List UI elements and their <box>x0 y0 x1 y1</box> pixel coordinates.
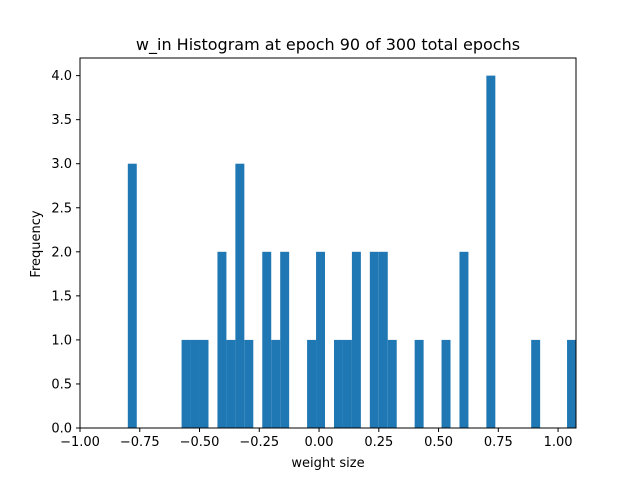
x-axis-ticks: −1.00 −0.75 −0.50 −0.25 0.00 0.25 0.50 0.75 1.00 <box>60 428 573 450</box>
histogram-bar <box>127 163 137 428</box>
x-tick-label: −1.00 <box>60 435 100 450</box>
histogram-bar <box>226 339 236 428</box>
x-axis-label: weight size <box>291 456 364 471</box>
histogram-bar <box>235 163 245 428</box>
histogram-bar <box>387 339 397 428</box>
histogram-bar <box>271 339 281 428</box>
histogram-bar <box>199 339 209 428</box>
histogram-bar <box>190 339 200 428</box>
y-tick-label: 0.5 <box>51 377 72 392</box>
histogram-bar <box>441 339 451 428</box>
histogram-bar <box>351 251 361 428</box>
y-tick-label: 2.0 <box>51 245 72 260</box>
y-tick-label: 1.0 <box>51 333 72 348</box>
y-tick-label: 1.5 <box>51 289 72 304</box>
histogram-bar <box>181 339 191 428</box>
histogram-bar <box>459 251 469 428</box>
x-tick-label: −0.75 <box>120 435 160 450</box>
histogram-bar <box>342 339 352 428</box>
histogram-bar <box>307 339 317 428</box>
y-axis-label: Frequency <box>29 210 44 277</box>
histogram-bar <box>217 251 227 428</box>
x-tick-label: 0.75 <box>484 435 513 450</box>
plot-frame <box>79 57 577 429</box>
x-tick-label: 0.00 <box>305 435 334 450</box>
y-tick-label: 3.0 <box>51 157 72 172</box>
histogram-bar <box>567 339 576 428</box>
y-tick-label: 0.0 <box>51 422 72 437</box>
bars-group <box>127 75 576 428</box>
histogram-bar <box>378 251 388 428</box>
y-tick-label: 4.0 <box>51 69 72 84</box>
histogram-bar <box>244 339 254 428</box>
histogram-bar <box>414 339 424 428</box>
y-axis-ticks: 0.0 0.5 1.0 1.5 2.0 2.5 3.0 3.5 4.0 <box>51 69 80 437</box>
x-tick-label: 1.00 <box>544 435 573 450</box>
histogram-bar <box>486 75 496 428</box>
y-tick-label: 3.5 <box>51 113 72 128</box>
x-tick-label: −0.25 <box>239 435 279 450</box>
histogram-bar <box>369 251 379 428</box>
x-tick-label: 0.25 <box>364 435 393 450</box>
y-tick-label: 2.5 <box>51 201 72 216</box>
chart-title: w_in Histogram at epoch 90 of 300 total … <box>136 35 520 55</box>
histogram-bar <box>280 251 290 428</box>
x-tick-label: 0.50 <box>424 435 453 450</box>
histogram-bar <box>333 339 343 428</box>
histogram-bar <box>531 339 541 428</box>
x-tick-label: −0.50 <box>180 435 220 450</box>
histogram-bar <box>316 251 326 428</box>
histogram-bar <box>262 251 272 428</box>
